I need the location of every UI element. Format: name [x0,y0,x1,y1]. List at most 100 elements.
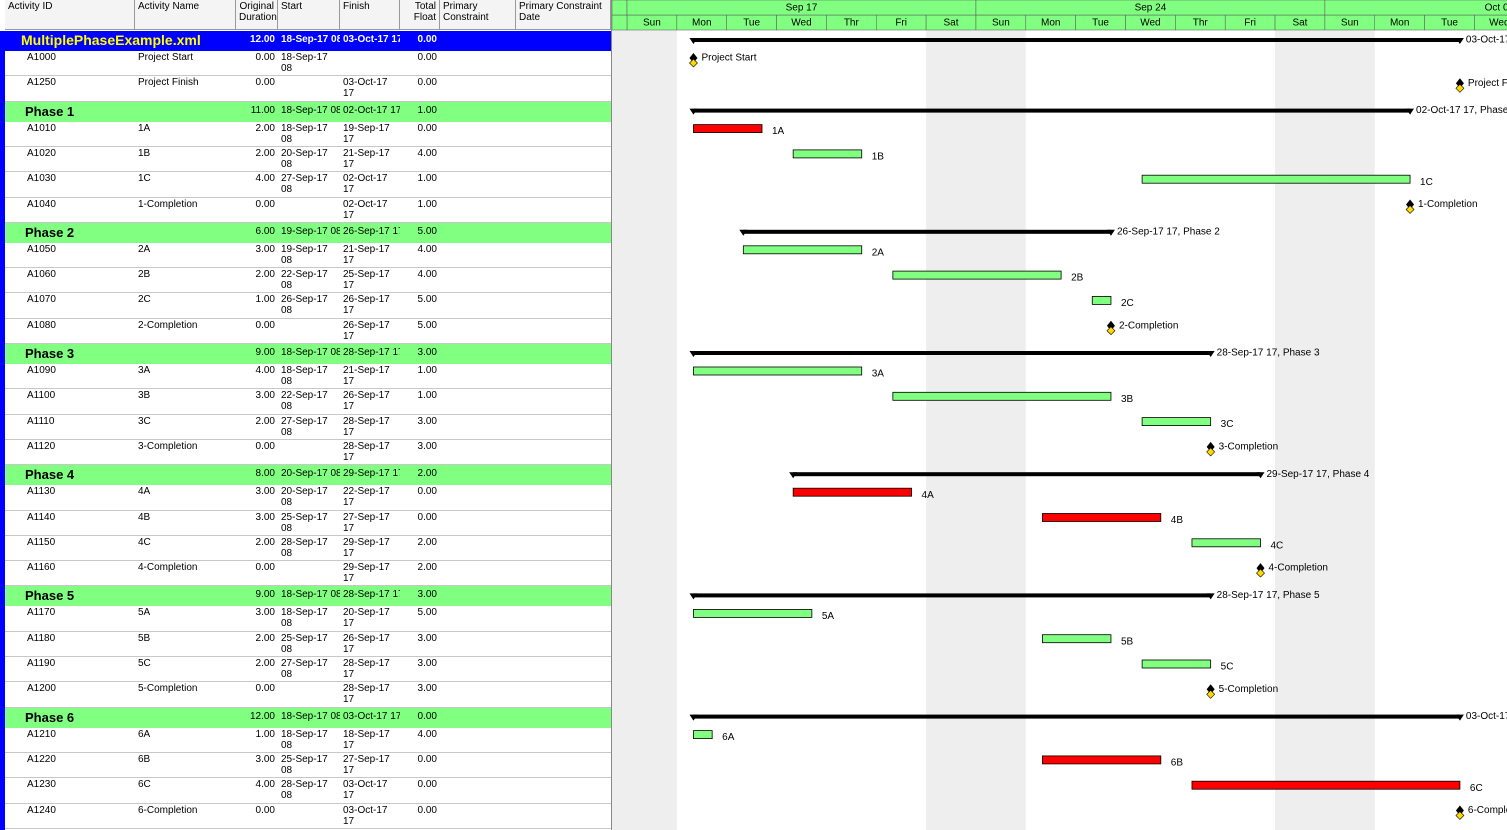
cell-name: Project Finish [138,77,199,89]
cell-id: A1160 [27,562,56,574]
phase-start: 20-Sep-17 08 [281,468,340,480]
row-line [5,534,611,536]
phase-finish: 28-Sep-17 17 [343,589,400,601]
cell-id: A1070 [27,294,56,306]
cell-duration: 2.00 [255,536,275,548]
cell-start: 18-Sep-17 08 [281,52,328,74]
cell-finish: 03-Oct-17 17 [343,779,388,802]
cell-float: 3.00 [417,658,437,669]
milestone-label: 6-Completion [1468,805,1507,816]
milestone [1406,199,1415,210]
cell-name: 2A [138,243,151,255]
phase-float: 2.00 [417,468,437,480]
row-line [5,171,611,173]
bar-label: 3A [872,369,885,380]
row-line [5,464,611,466]
cell-finish: 02-Oct-17 17 [343,173,388,196]
cell-id: A1010 [27,122,56,134]
bar-label: 1A [772,126,785,137]
cell-float: 0.00 [417,52,437,63]
day-label: Sun [992,18,1010,29]
bar-label: 1C [1420,177,1433,188]
phase-start: 18-Sep-17 08 [281,104,340,116]
cell-id: A1170 [27,607,56,619]
cell-id: A1050 [27,243,56,255]
cell-float: 0.00 [417,753,437,765]
cell-start: 20-Sep-17 08 [281,147,328,170]
bar-label: 1B [872,152,885,163]
cell-id: A1080 [27,319,56,331]
cell-duration: 1.00 [255,294,275,306]
cell-name: 6B [138,753,151,765]
phase-duration: 6.00 [255,225,275,237]
cell-id: A1000 [27,52,56,63]
summary-bar [693,351,1211,355]
cell-id: A1200 [27,683,56,695]
milestone [1206,441,1215,452]
cell-name: 1C [138,173,151,185]
column-header: Activity ID [5,0,135,30]
cell-duration: 2.00 [255,658,275,669]
day-label: Mon [1041,18,1060,29]
cell-duration: 3.00 [255,511,275,523]
cell-finish: 21-Sep-17 17 [343,365,390,387]
cell-name: 4C [138,536,151,548]
cell-duration: 0.00 [255,52,275,63]
row-line [5,145,611,147]
milestone [1106,320,1115,331]
phase-duration: 9.00 [255,589,275,601]
cell-float: 4.00 [417,243,437,255]
activity-bar [693,124,763,133]
cell-name: 2C [138,294,151,306]
day-label: Fri [1244,18,1256,29]
activity-bar [693,366,863,376]
milestone-lower [1256,568,1265,578]
summary-label: 28-Sep-17 17, Phase 5 [1217,590,1320,601]
cell-duration: 3.00 [255,607,275,619]
cell-id: A1120 [27,440,56,452]
cell-id: A1110 [27,415,55,427]
cell-duration: 0.00 [255,683,275,695]
cell-start: 18-Sep-17 08 [281,365,328,387]
phase-row [5,344,611,364]
row-line [5,221,611,223]
day-label: Sun [1341,18,1359,29]
bar-label: 5A [822,611,835,622]
cell-finish: 25-Sep-17 17 [343,269,390,292]
cell-start: 26-Sep-17 08 [281,294,328,317]
cell-float: 0.00 [417,804,437,816]
cell-duration: 4.00 [255,365,275,376]
cell-name: 2B [138,269,151,281]
cell-name: 1A [138,122,151,134]
cell-name: 4B [138,511,151,523]
week-cell [1324,0,1507,16]
phase-float: 3.00 [417,347,437,358]
milestone [1256,563,1265,574]
cell-finish: 03-Oct-17 17 [343,77,388,100]
cell-id: A1150 [27,536,56,548]
phase-finish: 29-Sep-17 17 [343,468,400,480]
activity-bar [1191,538,1261,548]
phase-duration: 12.00 [249,710,275,722]
cell-start: 28-Sep-17 08 [281,536,328,559]
phase-duration: 11.00 [250,104,275,116]
cell-float: 5.00 [417,607,437,619]
cell-start: 28-Sep-17 08 [281,779,328,802]
week-label: Sep 24 [1135,3,1167,14]
bar-label: 4A [922,490,935,501]
summary-bar [693,714,1460,719]
cell-id: A1230 [27,779,56,791]
phase-row [5,222,611,243]
project-duration: 12.00 [249,34,275,45]
milestone-label: 4-Completion [1269,563,1328,574]
cell-float: 4.00 [417,728,437,740]
cell-name: 3B [138,390,151,402]
milestone-lower [1106,326,1116,336]
cell-finish: 29-Sep-17 17 [343,536,390,559]
column-header: Primary Constraint Date [516,0,611,30]
phase-start: 19-Sep-17 08 [281,225,340,237]
column-header: Primary Constraint [440,0,516,30]
milestone [1455,805,1464,816]
cell-name: 5A [138,607,151,619]
cell-finish: 21-Sep-17 17 [343,243,390,266]
